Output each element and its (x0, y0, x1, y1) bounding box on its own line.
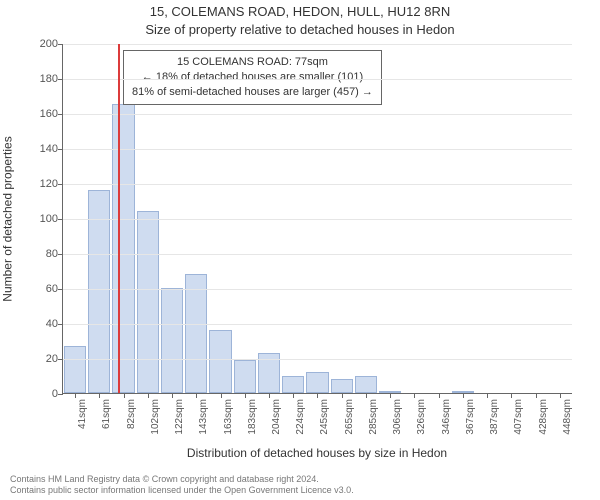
y-tick-label: 20 (18, 353, 58, 365)
y-tick-label: 80 (18, 248, 58, 260)
x-tick-label: 224sqm (295, 393, 306, 435)
bar (355, 376, 377, 394)
annotation-line2: ← 18% of detached houses are smaller (10… (132, 70, 373, 85)
annotation-line3: 81% of semi-detached houses are larger (… (132, 85, 373, 100)
x-tick-mark (172, 393, 173, 398)
bar (331, 379, 353, 393)
bar (282, 376, 304, 394)
x-tick-label: 82sqm (126, 393, 137, 429)
bar (306, 372, 328, 393)
x-tick-mark (148, 393, 149, 398)
grid-line (63, 219, 572, 220)
grid-line (63, 149, 572, 150)
footer-line2: Contains public sector information licen… (10, 485, 590, 496)
x-tick-mark (439, 393, 440, 398)
y-tick-mark (58, 184, 63, 185)
x-tick-label: 428sqm (538, 393, 549, 435)
plot-area: 41sqm61sqm82sqm102sqm122sqm143sqm163sqm1… (62, 44, 572, 394)
chart-container: 15, COLEMANS ROAD, HEDON, HULL, HU12 8RN… (0, 0, 600, 500)
bar (234, 360, 256, 393)
grid-line (63, 289, 572, 290)
x-tick-label: 143sqm (198, 393, 209, 435)
chart-title-desc: Size of property relative to detached ho… (0, 22, 600, 37)
y-tick-mark (58, 289, 63, 290)
x-tick-mark (245, 393, 246, 398)
x-tick-label: 326sqm (416, 393, 427, 435)
y-axis-label: Number of detached properties (1, 136, 15, 301)
y-tick-label: 60 (18, 283, 58, 295)
x-tick-label: 285sqm (368, 393, 379, 435)
bar (161, 288, 183, 393)
x-tick-label: 407sqm (513, 393, 524, 435)
x-tick-label: 61sqm (101, 393, 112, 429)
x-tick-mark (75, 393, 76, 398)
bar (137, 211, 159, 393)
bar (185, 274, 207, 393)
grid-line (63, 44, 572, 45)
x-tick-label: 163sqm (223, 393, 234, 435)
x-tick-label: 102sqm (150, 393, 161, 435)
annotation-box: 15 COLEMANS ROAD: 77sqm ← 18% of detache… (123, 50, 382, 105)
x-tick-mark (487, 393, 488, 398)
grid-line (63, 184, 572, 185)
bar (64, 346, 86, 393)
marker-line (118, 44, 120, 393)
x-tick-mark (269, 393, 270, 398)
bar (112, 104, 134, 393)
x-tick-mark (560, 393, 561, 398)
bar (209, 330, 231, 393)
x-tick-label: 183sqm (247, 393, 258, 435)
y-tick-label: 200 (18, 38, 58, 50)
grid-line (63, 79, 572, 80)
x-tick-label: 265sqm (344, 393, 355, 435)
y-tick-mark (58, 324, 63, 325)
x-tick-mark (221, 393, 222, 398)
x-tick-label: 204sqm (271, 393, 282, 435)
y-tick-mark (58, 149, 63, 150)
grid-line (63, 324, 572, 325)
x-tick-label: 122sqm (174, 393, 185, 435)
y-tick-label: 140 (18, 143, 58, 155)
chart-title-address: 15, COLEMANS ROAD, HEDON, HULL, HU12 8RN (0, 4, 600, 19)
y-tick-mark (58, 219, 63, 220)
x-axis-label: Distribution of detached houses by size … (62, 446, 572, 460)
x-tick-label: 367sqm (465, 393, 476, 435)
x-tick-label: 306sqm (392, 393, 403, 435)
x-tick-mark (390, 393, 391, 398)
grid-line (63, 114, 572, 115)
grid-line (63, 359, 572, 360)
annotation-line1: 15 COLEMANS ROAD: 77sqm (132, 55, 373, 70)
x-tick-label: 41sqm (77, 393, 88, 429)
y-tick-label: 120 (18, 178, 58, 190)
x-tick-mark (342, 393, 343, 398)
y-tick-label: 0 (18, 388, 58, 400)
x-tick-label: 346sqm (441, 393, 452, 435)
x-tick-label: 245sqm (319, 393, 330, 435)
y-axis-label-wrap: Number of detached properties (0, 44, 16, 394)
y-tick-label: 160 (18, 108, 58, 120)
x-tick-label: 387sqm (489, 393, 500, 435)
y-tick-mark (58, 254, 63, 255)
grid-line (63, 254, 572, 255)
y-tick-mark (58, 44, 63, 45)
x-tick-mark (124, 393, 125, 398)
y-tick-mark (58, 359, 63, 360)
x-tick-mark (366, 393, 367, 398)
x-tick-label: 448sqm (562, 393, 573, 435)
footer-attribution: Contains HM Land Registry data © Crown c… (10, 474, 590, 497)
x-tick-mark (463, 393, 464, 398)
y-tick-mark (58, 79, 63, 80)
y-tick-mark (58, 394, 63, 395)
y-tick-mark (58, 114, 63, 115)
y-tick-label: 180 (18, 73, 58, 85)
y-tick-label: 40 (18, 318, 58, 330)
y-tick-label: 100 (18, 213, 58, 225)
x-tick-mark (536, 393, 537, 398)
footer-line1: Contains HM Land Registry data © Crown c… (10, 474, 590, 485)
bar (88, 190, 110, 393)
